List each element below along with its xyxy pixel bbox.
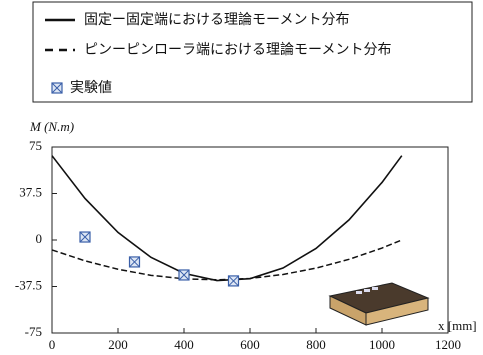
data-point bbox=[179, 270, 189, 280]
y-tick-label: -37.5 bbox=[15, 277, 42, 292]
model-inset bbox=[330, 283, 428, 325]
y-tick-label: -75 bbox=[25, 324, 42, 339]
x-tick-label: 1200 bbox=[435, 337, 461, 352]
x-tick-label: 400 bbox=[174, 337, 194, 352]
y-tick-label: 0 bbox=[36, 231, 43, 246]
legend-marker bbox=[52, 83, 62, 93]
x-tick-label: 200 bbox=[108, 337, 128, 352]
inset-sensor bbox=[364, 289, 370, 292]
inset-sensor bbox=[356, 291, 362, 294]
x-axis-label: x [mm] bbox=[438, 318, 477, 333]
data-point bbox=[130, 257, 140, 267]
data-point bbox=[229, 276, 239, 286]
legend-label: 固定ー固定端における理論モーメント分布 bbox=[84, 12, 349, 28]
y-axis-label: M (N.m) bbox=[29, 119, 74, 134]
legend-label: 実験値 bbox=[70, 80, 112, 96]
data-point bbox=[80, 232, 90, 242]
y-tick-label: 75 bbox=[29, 138, 42, 153]
legend-label: ピンーピンローラ端における理論モーメント分布 bbox=[84, 42, 391, 58]
chart: M (N.m) x [mm] 0 200 400 600 800 1000 1200 75 37… bbox=[0, 0, 483, 355]
y-tick-label: 37.5 bbox=[19, 184, 42, 199]
curve bbox=[52, 156, 402, 281]
x-tick-label: 600 bbox=[240, 337, 260, 352]
inset-sensor bbox=[372, 287, 378, 290]
x-tick-label: 800 bbox=[306, 337, 326, 352]
curve bbox=[52, 240, 402, 280]
x-tick-label: 1000 bbox=[369, 337, 395, 352]
x-tick-label: 0 bbox=[49, 337, 56, 352]
